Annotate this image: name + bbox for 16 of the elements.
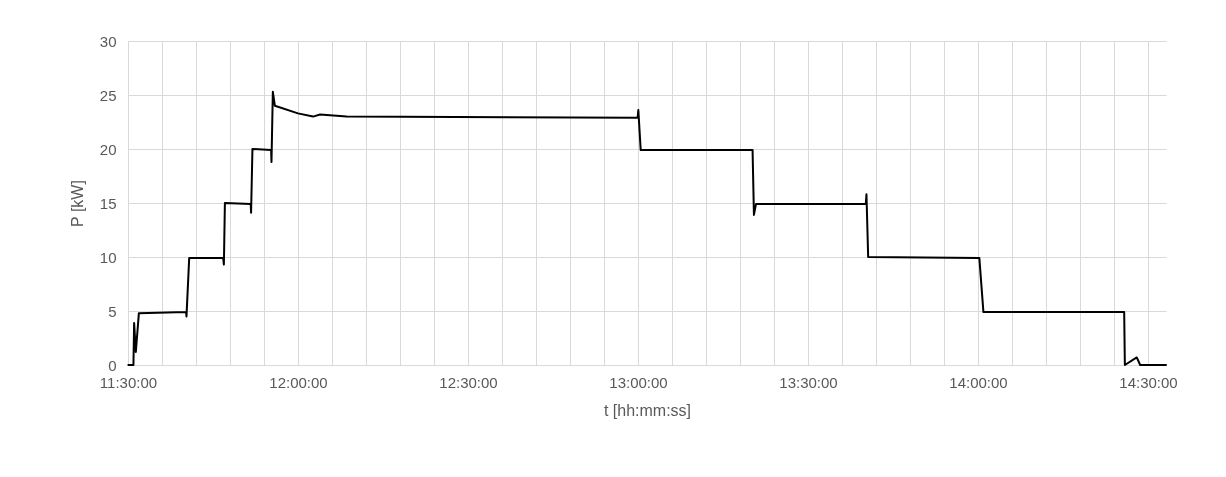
y-axis-title: P [kW] [68, 180, 86, 227]
y-tick-label: 0 [108, 356, 117, 374]
x-tick-label: 11:30:00 [99, 373, 158, 391]
x-tick-label: 14:00:00 [949, 373, 1008, 391]
y-tick-label: 10 [99, 248, 117, 266]
x-tick-label: 14:30:00 [1119, 373, 1178, 391]
y-tick-label: 15 [99, 194, 117, 212]
y-tick-label: 5 [108, 302, 117, 320]
y-tick-label: 25 [99, 86, 117, 104]
y-tick-label: 20 [99, 140, 117, 158]
x-axis-title: t [hh:mm:ss] [603, 401, 692, 419]
x-tick-label: 13:00:00 [609, 373, 668, 391]
x-tick-label: 12:00:00 [269, 373, 328, 391]
x-tick-label: 12:30:00 [439, 373, 498, 391]
x-tick-label: 13:30:00 [779, 373, 838, 391]
y-tick-label: 30 [99, 32, 117, 50]
